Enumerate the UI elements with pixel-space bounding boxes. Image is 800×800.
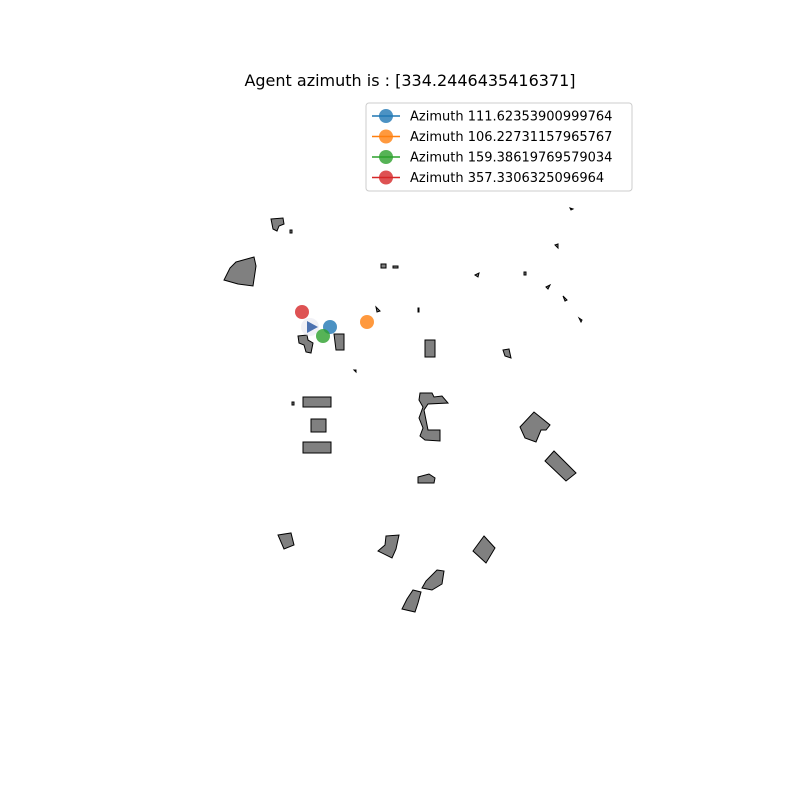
obstacle	[472, 535, 496, 564]
obstacle	[302, 396, 332, 408]
obstacle	[310, 418, 327, 433]
obstacle	[523, 271, 527, 276]
obstacle	[544, 450, 577, 482]
agent-marker	[301, 318, 319, 336]
legend-marker	[379, 170, 393, 185]
legend-marker	[379, 129, 393, 144]
obstacle	[554, 243, 559, 250]
legend-label: Azimuth 357.3306325096964	[410, 171, 604, 186]
obstacle	[302, 441, 332, 454]
obstacle	[333, 333, 345, 351]
chart-title: Agent azimuth is : [334.2446435416371]	[244, 71, 576, 90]
obstacle	[380, 263, 387, 269]
obstacle	[417, 307, 420, 313]
legend: Azimuth 111.62353900999764 Azimuth 106.22…	[365, 102, 633, 192]
azimuth-point-2	[360, 315, 374, 329]
obstacle	[519, 411, 551, 443]
obstacle	[277, 532, 295, 550]
azimuth-point-3	[316, 329, 330, 343]
obstacle	[502, 348, 512, 359]
agent-triangle-icon	[307, 321, 318, 333]
obstacle	[421, 569, 445, 591]
obstacle	[577, 316, 583, 324]
obstacle	[270, 217, 285, 232]
obstacle	[545, 283, 552, 290]
azimuth-markers	[295, 305, 374, 343]
obstacle	[562, 295, 568, 302]
legend-label: Azimuth 111.62353900999764	[410, 110, 612, 125]
obstacle	[289, 229, 293, 234]
obstacle	[392, 265, 399, 269]
legend-label: Azimuth 106.22731157965767	[410, 130, 612, 145]
obstacle	[418, 392, 450, 442]
obstacle	[569, 207, 575, 211]
obstacle	[424, 339, 436, 358]
obstacle	[417, 473, 436, 484]
legend-marker	[379, 150, 393, 164]
obstacle-layer	[223, 207, 583, 613]
legend-label: Azimuth 159.38619769579034	[410, 151, 612, 166]
obstacle	[291, 401, 295, 406]
obstacle	[401, 589, 422, 613]
azimuth-point-4	[295, 305, 309, 319]
legend-marker	[379, 109, 393, 123]
obstacle	[377, 534, 400, 559]
obstacle	[223, 256, 257, 287]
legend-box	[365, 102, 633, 192]
obstacle	[352, 369, 357, 374]
obstacle	[474, 272, 480, 278]
obstacle	[297, 334, 314, 354]
obstacle	[375, 305, 381, 313]
